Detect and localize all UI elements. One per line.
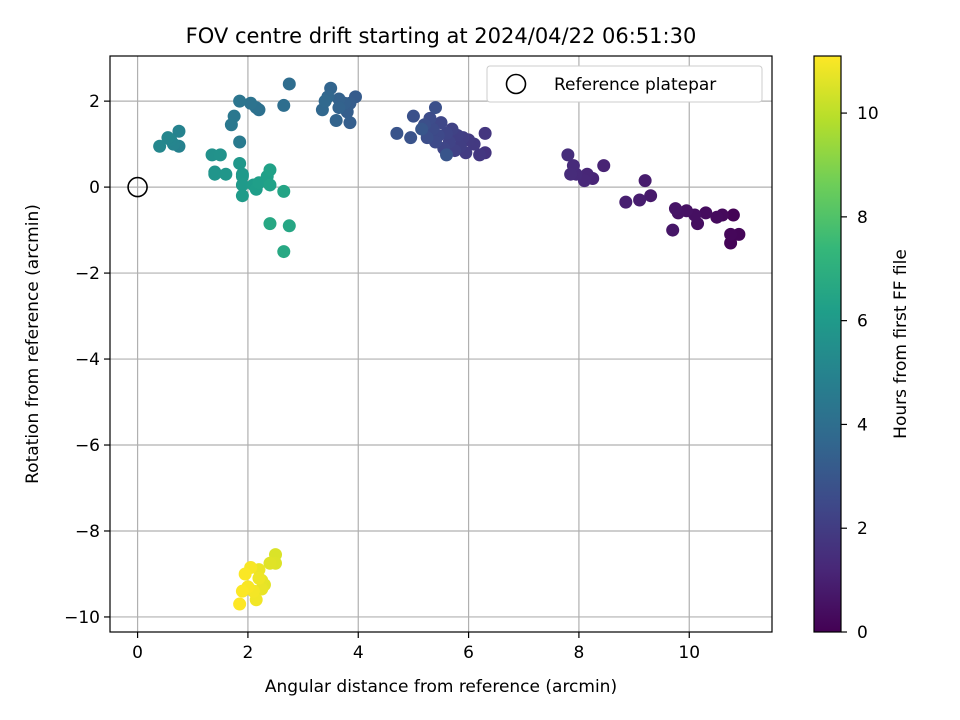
x-tick-label: 6	[463, 643, 474, 663]
colorbar: 0 2 4 6 8 10 Hours from first FF file	[813, 55, 911, 643]
scatter-point	[332, 101, 346, 115]
scatter-point	[282, 219, 296, 233]
scatter-point	[668, 202, 682, 216]
scatter-point	[277, 184, 291, 198]
y-tick-label: 2	[89, 92, 100, 112]
scatter-point	[329, 113, 343, 127]
colorbar-tick-label: 10	[857, 104, 879, 124]
colorbar-tick-label: 4	[857, 415, 868, 435]
y-axis-ticks: 2 0 −2 −4 −6 −8 −10	[64, 92, 110, 628]
scatter-point	[710, 210, 724, 224]
scatter-point	[235, 178, 249, 192]
y-tick-label: −6	[75, 436, 100, 456]
scatter-point	[224, 118, 238, 132]
legend-entry-reference: Reference platepar	[554, 75, 716, 95]
scatter-point	[428, 101, 442, 115]
scatter-point	[219, 167, 233, 181]
legend: Reference platepar	[486, 65, 763, 103]
colorbar-tick-label: 8	[857, 208, 868, 228]
scatter-point	[233, 156, 247, 170]
scatter-point	[343, 116, 357, 130]
scatter-point	[473, 148, 487, 162]
scatter-point	[172, 124, 186, 138]
scatter-point	[213, 148, 227, 162]
scatter-point	[638, 174, 652, 188]
scatter-point	[406, 109, 420, 123]
x-axis-label: Angular distance from reference (arcmin)	[265, 677, 617, 697]
scatter-point	[726, 208, 740, 222]
colorbar-tick-label: 2	[857, 519, 868, 539]
scatter-point	[666, 223, 680, 237]
scatter-point	[233, 597, 247, 611]
scatter-point	[233, 135, 247, 149]
scatter-point	[282, 77, 296, 91]
scatter-point	[561, 148, 575, 162]
colorbar-tick-label: 0	[857, 623, 868, 643]
scatter-point	[263, 178, 277, 192]
grid	[110, 56, 772, 632]
legend-reference-marker	[505, 73, 527, 95]
scatter-point	[699, 206, 713, 220]
x-tick-label: 8	[574, 643, 585, 663]
y-tick-label: −4	[75, 350, 100, 370]
scatter-point	[724, 227, 738, 241]
scatter-point	[597, 159, 611, 173]
scatter-point	[644, 189, 658, 203]
scatter-point	[404, 131, 418, 145]
scatter-point	[564, 167, 578, 181]
colorbar-label: Hours from first FF file	[891, 249, 911, 439]
x-tick-label: 2	[243, 643, 254, 663]
colorbar-ticks: 0 2 4 6 8 10	[841, 104, 879, 643]
plot-frame	[109, 55, 773, 633]
scatter-point	[633, 193, 647, 207]
scatter-point	[277, 98, 291, 112]
scatter-point	[619, 195, 633, 209]
scatter-point	[318, 94, 332, 108]
scatter-point	[238, 567, 252, 581]
chart-title: FOV centre drift starting at 2024/04/22 …	[186, 24, 697, 48]
scatter-point	[263, 556, 277, 570]
scatter-point	[478, 126, 492, 140]
y-axis-label: Rotation from reference (arcmin)	[23, 204, 43, 484]
scatter-point	[440, 148, 454, 162]
y-tick-label: −8	[75, 522, 100, 542]
scatter-point	[277, 245, 291, 259]
colorbar-gradient	[813, 55, 842, 633]
scatter-point	[161, 131, 175, 145]
scatter-points	[153, 77, 746, 611]
x-tick-label: 10	[678, 643, 700, 663]
x-tick-label: 0	[132, 643, 143, 663]
scatter-point	[233, 94, 247, 108]
scatter-point	[244, 96, 258, 110]
scatter-point	[415, 122, 429, 136]
scatter-point	[235, 189, 249, 203]
y-tick-label: −2	[75, 264, 100, 284]
legend-box	[486, 65, 763, 103]
x-axis-ticks: 0 2 4 6 8 10	[132, 632, 700, 663]
scatter-point	[390, 126, 404, 140]
y-tick-label: −10	[64, 608, 100, 628]
colorbar-tick-label: 6	[857, 312, 868, 332]
scatter-point	[252, 571, 266, 585]
scatter-point	[263, 163, 277, 177]
scatter-point	[235, 584, 249, 598]
y-tick-label: 0	[89, 178, 100, 198]
reference-marker	[127, 176, 148, 198]
scatter-point	[153, 139, 167, 153]
x-tick-label: 4	[353, 643, 364, 663]
scatter-point	[208, 167, 222, 181]
scatter-point	[263, 217, 277, 231]
